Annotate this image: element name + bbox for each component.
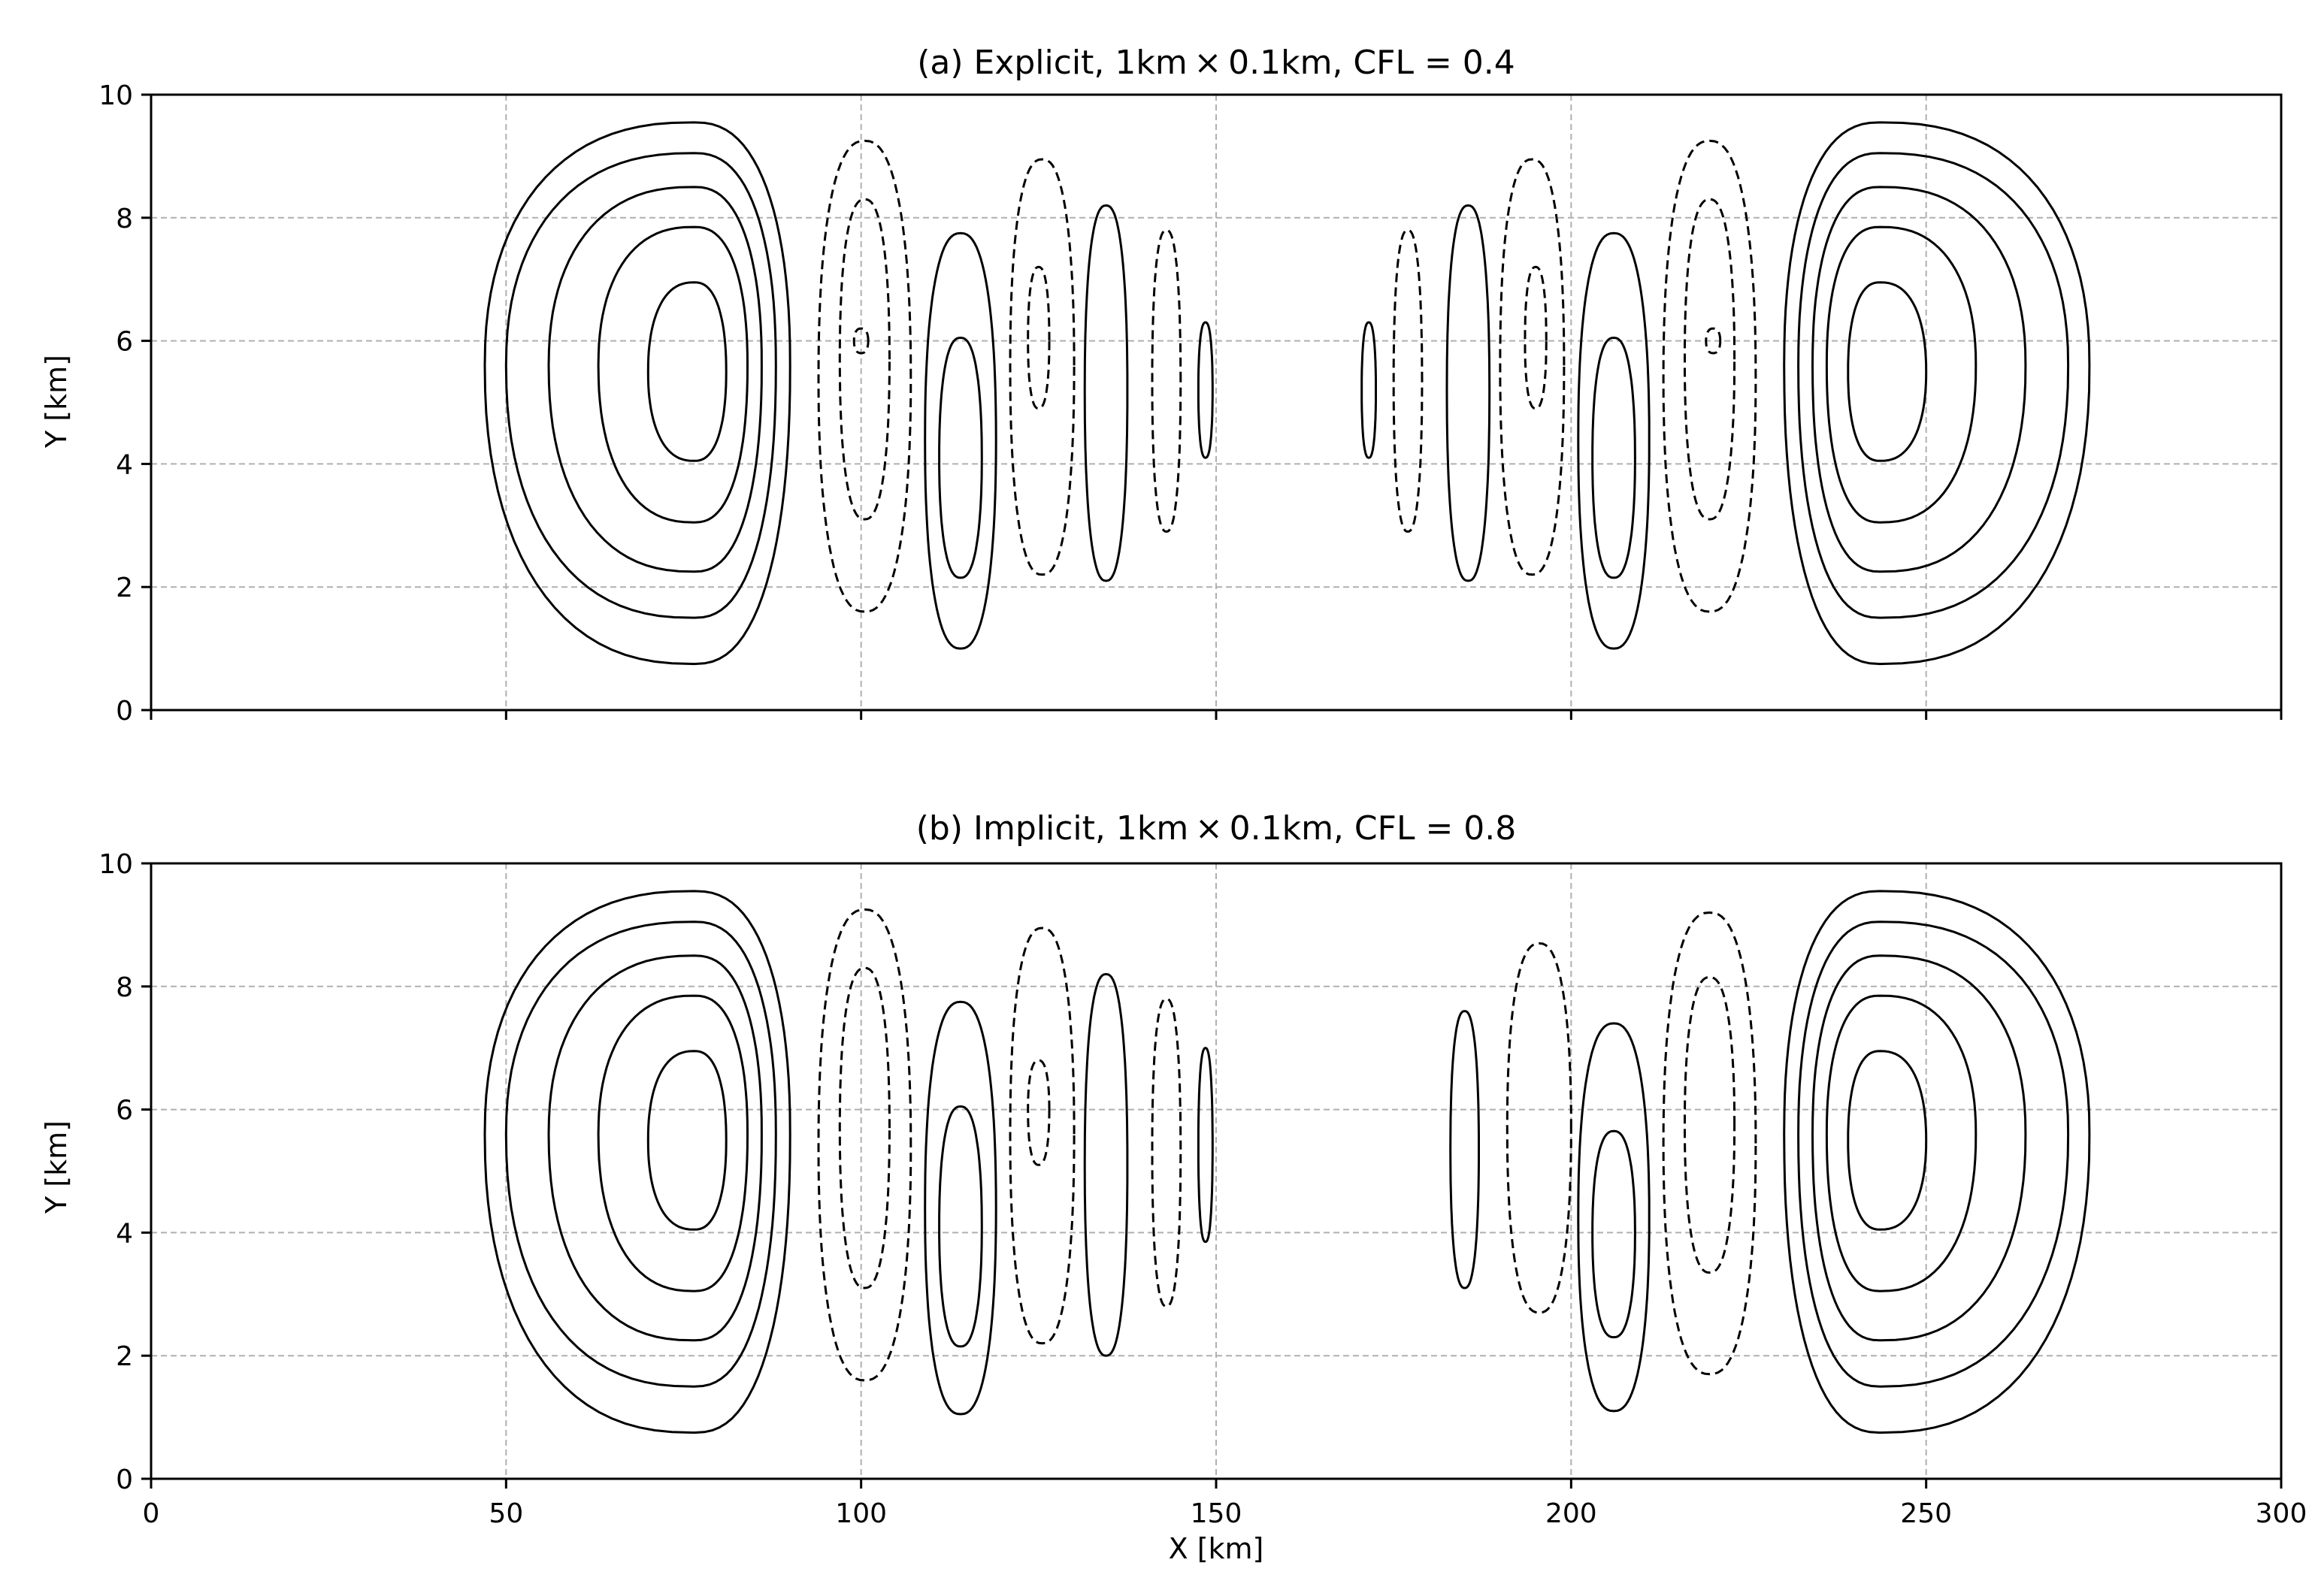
panel-b-xtick-label: 200 (1545, 1498, 1597, 1529)
panel-b-ytick-label: 8 (116, 972, 133, 1003)
panel-b-ylabel: Y [km] (40, 1120, 73, 1214)
panel-b-contour-positive (1591, 1129, 1636, 1339)
panel-b-contour-positive (1797, 920, 2070, 1388)
panel-b-xtick-label: 0 (143, 1498, 160, 1529)
panel-a-contour-negative (1684, 198, 1736, 521)
panel-b-contour-negative (838, 966, 891, 1289)
panel-b-xtick-label: 100 (835, 1498, 887, 1529)
panel-a-contour-positive (1797, 152, 2070, 619)
panel-a-contour-positive (1847, 281, 1928, 462)
panel-a-contour-positive (938, 336, 983, 579)
panel-b-contour-positive (1449, 1010, 1480, 1289)
panel-a-contour-negative (1524, 265, 1548, 410)
panel-a-contour-negative (817, 139, 912, 613)
panel-b-contour-negative (1684, 975, 1736, 1274)
panel-a-contour-negative (1151, 228, 1182, 534)
panel-b-ytick-label: 4 (116, 1218, 133, 1249)
panel-b-contour-positive (483, 890, 791, 1434)
panel-b-contour-negative (1505, 942, 1572, 1314)
panel-a-contour-positive (1591, 336, 1636, 579)
panel-a-contour-positive (1825, 225, 1978, 524)
panel-b-xtick-label: 300 (2256, 1498, 2307, 1529)
panel-b-ytick-label: 10 (98, 849, 133, 880)
panel-a-ytick-label: 10 (98, 80, 133, 111)
panel-a-contour-positive (1445, 204, 1491, 582)
panel-a-title: (a) Explicit, 1km × 0.1km, CFL = 0.4 (917, 44, 1515, 82)
panel-a-contour-negative (1662, 139, 1757, 613)
panel-a: (a) Explicit, 1km × 0.1km, CFL = 0.4 Y [… (40, 44, 2283, 727)
panel-a-contour-positive (547, 186, 763, 573)
panel-b: (b) Implicit, 1km × 0.1km, CFL = 0.8 Y [… (40, 809, 2307, 1565)
panel-a-contour-negative (1009, 158, 1076, 576)
panel-b-contour-positive (504, 920, 777, 1388)
panel-b-contour-negative (1151, 997, 1182, 1308)
panel-a-ytick-label: 0 (116, 696, 133, 727)
panel-b-xtick-label: 250 (1900, 1498, 1952, 1529)
panel-b-contour-negative (817, 908, 912, 1382)
panel-b-contour-negative (1662, 911, 1757, 1376)
panel-a-contour-positive (483, 121, 791, 666)
panel-a-contour-positive (597, 225, 749, 524)
panel-a-ytick-label: 8 (116, 204, 133, 234)
panel-b-ytick-label: 2 (116, 1341, 133, 1372)
panel-b-contour-positive (1083, 972, 1129, 1357)
panel-b-xtick-label: 50 (489, 1498, 523, 1529)
panel-a-contour-negative (1705, 327, 1722, 355)
panel-b-contour-positive (1197, 1047, 1214, 1244)
panel-b-contour-positive (597, 994, 749, 1292)
panel-b-contour-negative (1009, 926, 1076, 1345)
panel-a-contour-positive (1083, 204, 1129, 582)
panel-b-contour-positive (1825, 994, 1978, 1292)
panel-a-contour-positive (646, 281, 728, 462)
panel-b-contour-negative (1027, 1059, 1051, 1166)
panel-b-title: (b) Implicit, 1km × 0.1km, CFL = 0.8 (916, 809, 1517, 848)
panel-a-contour-positive (1360, 321, 1377, 459)
panel-b-contour-positive (1577, 1022, 1651, 1413)
panel-a-contour-negative (1392, 228, 1424, 534)
x-axis-label: X [km] (1169, 1532, 1264, 1565)
panel-b-contour-positive (1847, 1050, 1928, 1231)
panel-b-contour-positive (646, 1050, 728, 1231)
panel-a-contour-negative (852, 327, 870, 355)
panel-b-contour-positive (924, 1000, 997, 1416)
panel-a-ytick-label: 6 (116, 327, 133, 358)
panel-a-ytick-label: 4 (116, 449, 133, 480)
panel-b-xtick-label: 150 (1191, 1498, 1242, 1529)
panel-a-contour-positive (504, 152, 777, 619)
panel-a-ylabel: Y [km] (40, 355, 73, 449)
panel-a-contour-positive (924, 231, 997, 650)
panel-a-contour-negative (1499, 158, 1566, 576)
panel-a-contour-negative (1027, 265, 1051, 410)
panel-b-contour-positive (938, 1105, 983, 1348)
panel-a-contour-negative (838, 198, 891, 521)
panel-a-ytick-label: 2 (116, 573, 133, 603)
panel-a-contour-positive (1783, 121, 2091, 666)
panel-b-contour-positive (547, 954, 763, 1342)
panel-a-contour-positive (1811, 186, 2027, 573)
panel-a-contour-positive (1197, 321, 1214, 459)
panel-b-ytick-label: 0 (116, 1465, 133, 1495)
panel-a-contour-positive (1577, 231, 1651, 650)
panel-b-contour-positive (1811, 954, 2027, 1342)
panel-b-ytick-label: 6 (116, 1096, 133, 1126)
panel-b-contour-positive (1783, 890, 2091, 1434)
